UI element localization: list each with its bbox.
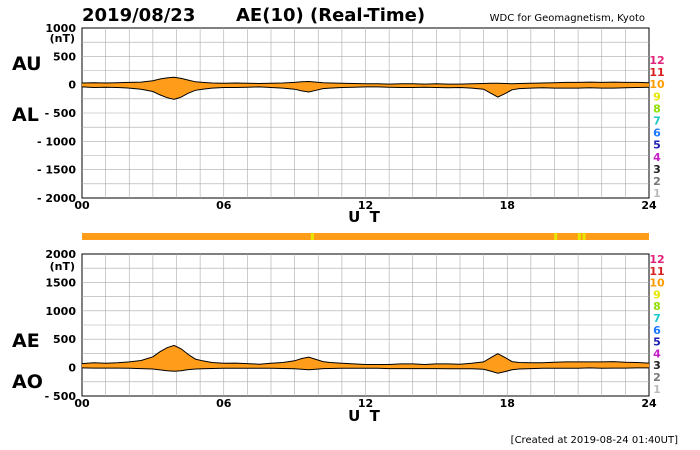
station-count-5: 5 xyxy=(653,336,661,349)
au-al-lines xyxy=(81,76,650,100)
ae-ao-envelope-fill xyxy=(82,345,649,374)
station-count-7: 7 xyxy=(653,115,661,128)
status-strip-highlight xyxy=(582,233,586,240)
au-al-x-tick-label: 24 xyxy=(641,199,657,212)
plot-title: AE(10) (Real-Time) xyxy=(236,5,425,26)
station-count-6: 6 xyxy=(653,324,661,337)
ae-ao-x-tick-label: 24 xyxy=(641,397,657,410)
ae-ao-unit-label: (nT) xyxy=(50,260,75,273)
au-al-fill xyxy=(82,77,649,100)
ae-ao-x-ticks: 00 06 12 18 24 xyxy=(74,397,657,410)
au-al-y-tick-label: - 500 xyxy=(45,107,77,120)
au-al-y-ticks: 1000 500 0 - 500 - 1000 - 1500 - 2000 xyxy=(37,22,76,205)
ae-ao-x-tick-label: 18 xyxy=(500,397,515,410)
ae-ao-y-tick-label: 0 xyxy=(68,362,76,375)
series-line-au xyxy=(81,76,650,85)
au-al-panel: 1000 500 0 - 500 - 1000 - 1500 - 2000 00 06 12 18… xyxy=(12,22,657,226)
status-strip-highlight xyxy=(577,233,581,240)
ae-ao-x-axis-title: U T xyxy=(348,407,382,425)
ae-ao-y-ticks: 2000 1500 1000 500 0 - 500 xyxy=(45,248,77,403)
institution-label: WDC for Geomagnetism, Kyoto xyxy=(490,13,645,24)
series-line-ao xyxy=(81,367,649,374)
station-status-strip xyxy=(82,233,649,240)
au-al-unit-label: (nT) xyxy=(50,32,75,45)
plot-date: 2019/08/23 xyxy=(82,5,195,26)
au-al-envelope-fill xyxy=(82,77,649,100)
au-al-x-axis-title: U T xyxy=(348,208,382,226)
station-count-9: 9 xyxy=(653,288,661,301)
ao-label: AO xyxy=(12,371,43,393)
ae-ao-y-tick-label: 1000 xyxy=(45,305,76,318)
station-count-12: 12 xyxy=(649,253,664,266)
au-al-grid xyxy=(82,28,649,198)
station-count-3: 3 xyxy=(653,359,661,372)
series-line-ae xyxy=(81,344,650,366)
series-line-al xyxy=(81,86,650,100)
station-count-4: 4 xyxy=(653,151,661,164)
au-al-x-tick-label: 12 xyxy=(358,199,373,212)
au-al-x-tick-label: 18 xyxy=(500,199,515,212)
station-count-8: 8 xyxy=(653,300,661,313)
au-al-y-tick-label: - 1500 xyxy=(37,164,76,177)
status-strip-highlight xyxy=(310,233,314,240)
station-count-10: 10 xyxy=(649,277,665,290)
status-strip-highlight xyxy=(554,233,558,240)
ae-ao-panel: 2000 1500 1000 500 0 - 500 00 06 12 18 24 (nT) AE… xyxy=(12,248,657,425)
station-count-2: 2 xyxy=(653,175,661,188)
au-label: AU xyxy=(12,53,42,75)
station-count-7: 7 xyxy=(653,312,661,325)
station-count-3: 3 xyxy=(653,163,661,176)
station-count-8: 8 xyxy=(653,102,661,115)
station-count-11: 11 xyxy=(649,265,664,278)
ae-ao-fill xyxy=(82,345,649,374)
station-count-1: 1 xyxy=(653,383,661,396)
station-count-9: 9 xyxy=(653,90,661,103)
au-al-y-tick-label: 0 xyxy=(68,79,76,92)
ae-ao-y-tick-label: 2000 xyxy=(45,248,76,261)
au-al-y-tick-label: - 2000 xyxy=(37,192,76,205)
ae-ao-y-tick-label: 1500 xyxy=(45,276,76,289)
created-timestamp: [Created at 2019-08-24 01:40UT] xyxy=(511,435,678,446)
station-count-10: 10 xyxy=(649,78,665,91)
station-count-2: 2 xyxy=(653,371,661,384)
station-count-5: 5 xyxy=(653,139,661,152)
ae-label: AE xyxy=(12,330,40,352)
station-count-6: 6 xyxy=(653,127,661,140)
au-al-y-tick-label: 1000 xyxy=(45,22,76,35)
ae-ao-x-tick-label: 06 xyxy=(216,397,232,410)
station-count-11: 11 xyxy=(649,66,664,79)
ae-ao-y-tick-label: - 500 xyxy=(45,390,77,403)
au-al-x-ticks: 00 06 12 18 24 xyxy=(74,199,657,212)
au-al-y-tick-label: 500 xyxy=(53,50,76,63)
au-al-x-tick-label: 00 xyxy=(74,199,90,212)
status-strip-base xyxy=(82,233,649,240)
station-count-4: 4 xyxy=(653,347,661,360)
ae-ao-x-tick-label: 12 xyxy=(358,397,373,410)
al-label: AL xyxy=(12,104,39,126)
au-al-y-tick-label: - 1000 xyxy=(37,135,76,148)
au-al-x-tick-label: 06 xyxy=(216,199,232,212)
ae-ao-x-tick-label: 00 xyxy=(74,397,90,410)
station-count-12: 12 xyxy=(649,54,664,67)
ae-ao-lines xyxy=(81,344,650,374)
ae-ao-y-tick-label: 500 xyxy=(53,333,76,346)
station-count-1: 1 xyxy=(653,187,661,200)
